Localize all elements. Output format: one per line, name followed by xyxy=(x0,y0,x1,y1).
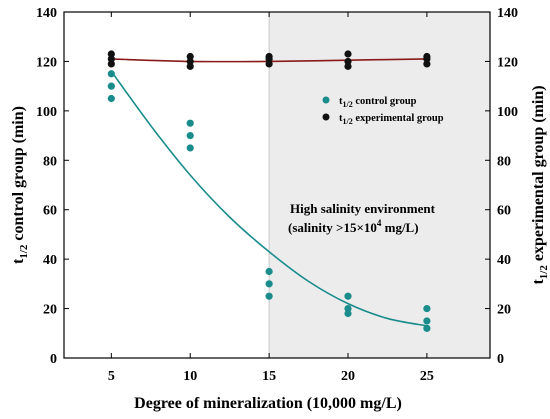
annotation-line-2: (salinity >15×104 mg/L) xyxy=(288,218,419,235)
annotation-line-2-prefix: (salinity >15×10 xyxy=(288,220,377,235)
fit-curve-control xyxy=(110,70,428,327)
y-tick-label-right: 80 xyxy=(497,154,511,169)
y-tick-label-left: 40 xyxy=(43,253,57,268)
point-control xyxy=(107,70,115,78)
x-axis-title: Degree of mineralization (10,000 mg/L) xyxy=(134,395,402,412)
point-control xyxy=(344,292,352,300)
y-tick-label-right: 100 xyxy=(497,105,518,120)
shaded-region-rect xyxy=(269,12,490,358)
y-left-title-rest: control group (min) xyxy=(10,106,27,245)
plot-border xyxy=(63,11,491,359)
y-right-title-t: t xyxy=(530,279,547,285)
y-tick-label-right: 120 xyxy=(497,55,518,70)
point-control xyxy=(344,309,352,318)
legend-control-t: t xyxy=(339,96,343,107)
y-left-title-t: t xyxy=(10,258,27,264)
y-right-title-rest: experimental group (min) xyxy=(530,85,547,265)
x-tick-label: 15 xyxy=(262,369,276,384)
point-experimental xyxy=(423,55,431,63)
point-control xyxy=(423,304,431,313)
point-control xyxy=(265,292,273,300)
point-experimental xyxy=(186,57,194,66)
y-tick-label-left: 60 xyxy=(43,204,57,219)
point-control xyxy=(107,94,115,103)
y-tick-label-left: 140 xyxy=(36,6,57,21)
x-tick-label: 5 xyxy=(108,369,115,384)
y-tick-label-left: 80 xyxy=(43,154,57,169)
y-tick-label-right: 60 xyxy=(497,204,511,219)
axis-ticks: 5 10 15 20 25 0 0 20 20 40 40 60 60 80 80 100 100 120 120 1… xyxy=(36,6,518,384)
x-tick-label: 20 xyxy=(341,369,355,384)
x-tick-label: 10 xyxy=(183,369,197,384)
point-control xyxy=(186,131,194,140)
legend-marker-experimental xyxy=(322,113,330,121)
point-control xyxy=(344,304,352,313)
point-control xyxy=(423,317,431,325)
y-tick-label-left: 20 xyxy=(43,303,57,318)
y-axis-right-title: t1/2 experimental group (min) xyxy=(530,85,550,284)
x-tick-label: 25 xyxy=(420,369,434,384)
y-tick-label-right: 20 xyxy=(497,303,511,318)
point-experimental xyxy=(107,55,115,63)
legend-experimental-t: t xyxy=(339,113,343,124)
point-control xyxy=(423,324,431,332)
annotation-line-1: High salinity environment xyxy=(290,201,436,216)
legend-label-experimental: t1/2 experimental group xyxy=(339,113,444,126)
y-left-title-subscript: 1/2 xyxy=(18,244,30,259)
point-experimental xyxy=(186,52,194,61)
y-tick-label-left: 100 xyxy=(36,105,57,120)
point-experimental xyxy=(186,62,194,70)
point-experimental xyxy=(423,60,431,68)
point-experimental xyxy=(344,57,352,66)
plot-frame xyxy=(63,11,491,359)
high-salinity-shaded-region xyxy=(268,12,490,358)
annotation-line-2-superscript: 4 xyxy=(377,218,382,228)
legend-control-subscript: 1/2 xyxy=(343,100,353,109)
point-control xyxy=(186,144,194,152)
point-experimental xyxy=(344,50,352,58)
point-experimental xyxy=(107,50,115,58)
point-control xyxy=(265,267,273,276)
y-tick-label-right: 0 xyxy=(497,352,504,367)
point-control xyxy=(265,280,273,288)
y-tick-label-right: 140 xyxy=(497,6,518,21)
annotation-line-2-suffix: mg/L) xyxy=(381,220,418,235)
legend-experimental-rest: experimental group xyxy=(353,113,444,124)
y-tick-label-left: 0 xyxy=(50,352,57,367)
y-tick-label-right: 40 xyxy=(497,253,511,268)
point-control xyxy=(107,82,115,90)
point-experimental xyxy=(265,55,273,63)
legend-marker-control xyxy=(322,96,330,104)
y-axis-left-title: t1/2 control group (min) xyxy=(10,106,30,264)
legend: t1/2 control group t1/2 experimental gro… xyxy=(322,96,444,126)
y-right-title-subscript: 1/2 xyxy=(538,265,550,280)
legend-label-control: t1/2 control group xyxy=(339,96,417,109)
high-salinity-annotation: High salinity environment (salinity >15×… xyxy=(288,201,436,235)
point-experimental xyxy=(265,60,273,68)
legend-experimental-subscript: 1/2 xyxy=(343,117,353,126)
legend-control-rest: control group xyxy=(353,96,417,107)
y-tick-label-left: 120 xyxy=(36,55,57,70)
point-experimental xyxy=(344,62,352,70)
point-control xyxy=(186,119,194,127)
point-experimental xyxy=(107,60,115,68)
data-points xyxy=(107,50,431,332)
